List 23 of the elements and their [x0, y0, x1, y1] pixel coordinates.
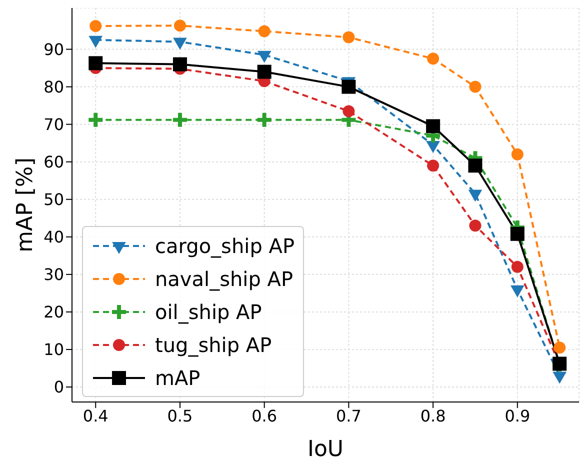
y-tick-label: 10 — [44, 340, 64, 360]
y-tick-label: 60 — [44, 152, 64, 172]
y-tick-label: 70 — [44, 115, 64, 134]
legend-label: naval_ship AP — [155, 266, 294, 290]
y-axis-title: mAP [%] — [12, 158, 38, 252]
x-axis-title: IoU — [307, 437, 344, 462]
y-tick-label: 0 — [54, 378, 64, 397]
x-tick-label: 0.8 — [420, 406, 446, 426]
y-tick-label: 40 — [44, 228, 64, 247]
y-tick-label: 30 — [44, 265, 64, 284]
x-tick-label: 0.5 — [167, 406, 193, 426]
x-tick-label: 0.7 — [336, 406, 362, 426]
legend-label: cargo_ship AP — [155, 234, 295, 258]
x-tick-label: 0.9 — [504, 406, 530, 426]
x-tick-label: 0.6 — [252, 406, 278, 426]
legend-label: mAP — [155, 366, 200, 390]
y-tick-label: 90 — [44, 40, 64, 59]
legend-label: oil_ship AP — [155, 300, 262, 324]
y-tick-label: 50 — [44, 190, 64, 210]
y-tick-label: 80 — [44, 77, 64, 96]
y-tick-label: 20 — [44, 302, 64, 322]
legend-label: tug_ship AP — [155, 332, 272, 356]
x-tick-label: 0.4 — [82, 406, 108, 426]
